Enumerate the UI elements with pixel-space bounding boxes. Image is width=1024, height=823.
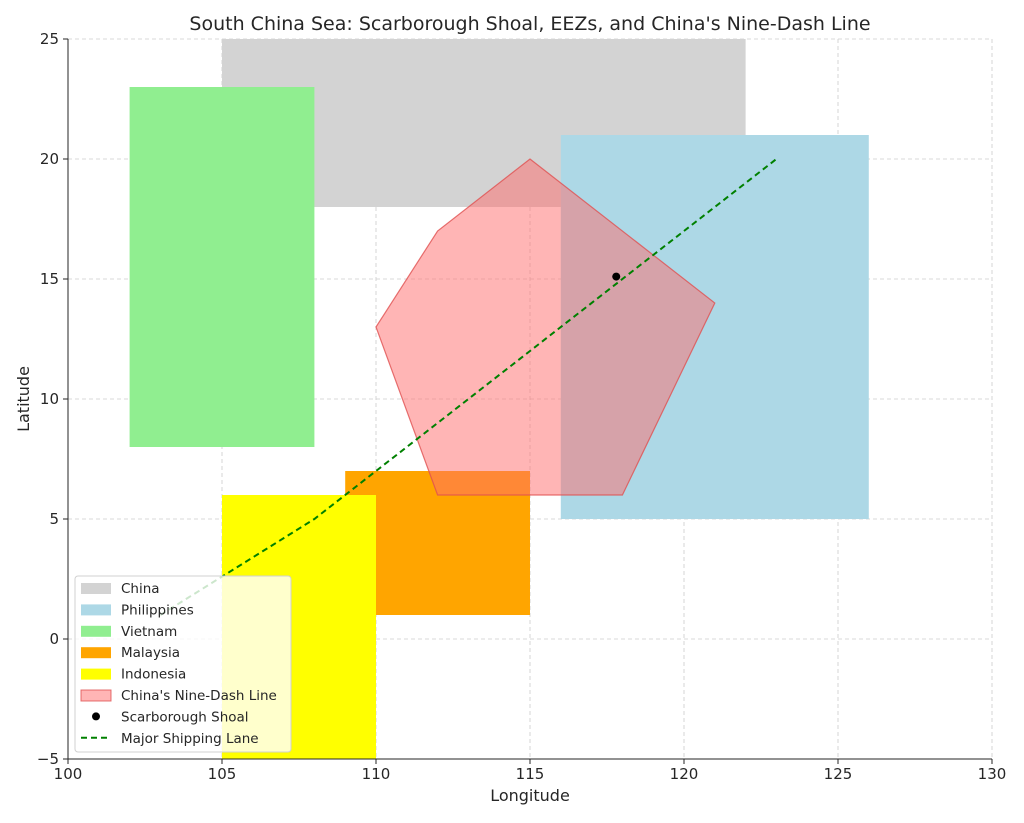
legend-swatch-china <box>81 583 111 594</box>
x-tick-label: 125 <box>824 765 853 783</box>
x-axis-label: Longitude <box>490 786 570 805</box>
x-tick-label: 130 <box>978 765 1007 783</box>
legend-swatch-malaysia <box>81 647 111 659</box>
y-axis-label: Latitude <box>14 366 33 432</box>
legend-label-malaysia: Malaysia <box>121 645 180 661</box>
legend-swatch-china-s-nine-dash-line <box>80 689 112 702</box>
legend: China Philippines Vietnam Malaysia Indonesia… <box>74 575 292 753</box>
y-tick-label: 5 <box>49 510 59 528</box>
legend-label-scarborough-shoal: Scarborough Shoal <box>121 709 249 725</box>
legend-label-china: China <box>121 581 160 597</box>
legend-swatch-philippines <box>81 604 111 616</box>
chart-title: South China Sea: Scarborough Shoal, EEZs… <box>189 13 870 35</box>
legend-swatch-indonesia <box>81 668 111 680</box>
x-tick-label: 120 <box>670 765 699 783</box>
legend-label-major-shipping-lane: Major Shipping Lane <box>121 731 259 747</box>
legend-label-vietnam: Vietnam <box>121 624 177 640</box>
legend-label-china-s-nine-dash-line: China's Nine-Dash Line <box>121 688 277 704</box>
series-major-shipping-lane-line <box>159 158 778 616</box>
x-tick-label: 105 <box>208 765 237 783</box>
y-tick-label: 15 <box>40 270 59 288</box>
legend-swatch-scarborough-shoal <box>92 712 100 721</box>
series-vietnam-area <box>129 87 315 447</box>
legend-label-indonesia: Indonesia <box>121 667 186 683</box>
legend-swatch-vietnam <box>81 625 111 637</box>
y-tick-label: 10 <box>40 390 59 408</box>
y-tick-label: 0 <box>49 630 59 648</box>
x-tick-label: 100 <box>54 765 83 783</box>
legend-box <box>74 575 292 753</box>
series-malaysia-area <box>345 471 530 615</box>
legend-label-philippines: Philippines <box>121 602 194 618</box>
x-tick-label: 115 <box>516 765 545 783</box>
series-scarborough-shoal-marker <box>612 272 621 281</box>
y-tick-label: −5 <box>37 750 59 768</box>
series-china-s-nine-dash-line-area <box>375 158 716 496</box>
x-tick-label: 110 <box>362 765 391 783</box>
y-tick-label: 20 <box>40 150 59 168</box>
y-tick-label: 25 <box>40 30 59 48</box>
